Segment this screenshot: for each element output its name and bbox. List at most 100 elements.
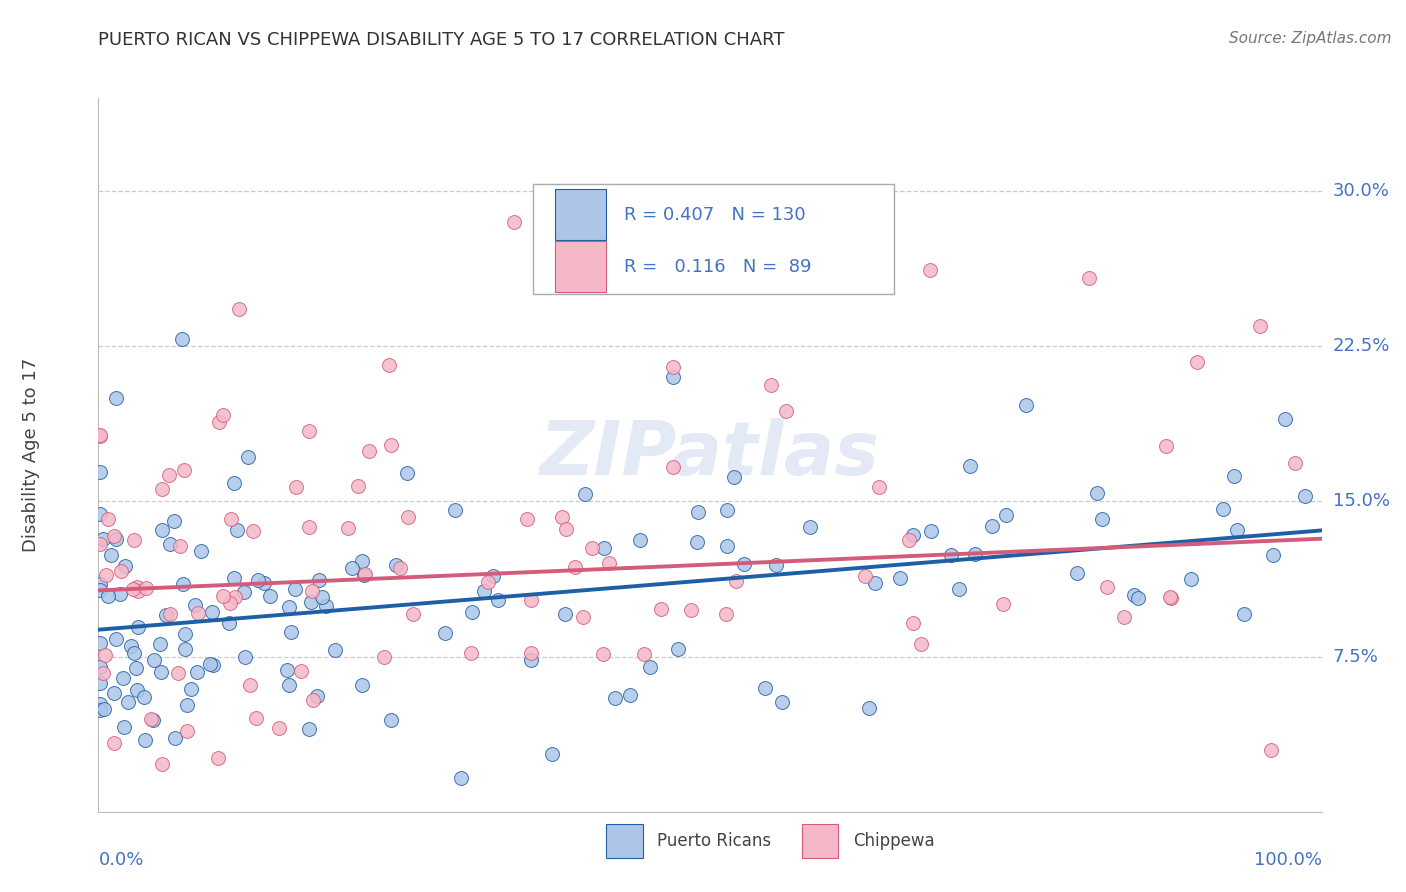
Text: R = 0.407   N = 130: R = 0.407 N = 130 xyxy=(624,206,806,224)
Point xyxy=(516,512,538,526)
Point xyxy=(460,646,482,660)
Point xyxy=(201,605,224,619)
Point xyxy=(1226,523,1249,537)
Point xyxy=(166,665,188,680)
Point xyxy=(723,470,745,484)
Point xyxy=(159,607,181,621)
Point xyxy=(97,512,120,526)
Point xyxy=(117,695,139,709)
Point xyxy=(108,587,131,601)
Point xyxy=(114,558,136,573)
Point xyxy=(135,582,157,596)
Point xyxy=(224,571,246,585)
Point xyxy=(239,678,262,692)
Point xyxy=(89,582,111,597)
Point xyxy=(340,560,363,574)
Point xyxy=(754,681,776,695)
Point xyxy=(1159,590,1181,604)
Point xyxy=(122,533,145,547)
Point xyxy=(346,479,368,493)
Point xyxy=(920,524,942,538)
Point xyxy=(89,576,111,591)
Text: Source: ZipAtlas.com: Source: ZipAtlas.com xyxy=(1229,31,1392,46)
Point xyxy=(1015,398,1038,412)
Point xyxy=(225,523,247,537)
Point xyxy=(278,678,301,692)
Point xyxy=(1180,572,1202,586)
Text: 22.5%: 22.5% xyxy=(1333,337,1391,355)
Text: 15.0%: 15.0% xyxy=(1333,492,1389,510)
Point xyxy=(581,541,603,556)
Point xyxy=(89,675,111,690)
Point xyxy=(1185,355,1208,369)
Point xyxy=(716,539,738,553)
Point xyxy=(201,657,224,672)
Point xyxy=(233,649,256,664)
Point xyxy=(91,666,114,681)
Point xyxy=(93,702,115,716)
Point xyxy=(628,533,651,547)
Point xyxy=(395,466,418,480)
Point xyxy=(1078,271,1101,285)
Point xyxy=(280,624,302,639)
Point xyxy=(1294,489,1316,503)
Point xyxy=(551,510,574,524)
Text: Chippewa: Chippewa xyxy=(853,832,935,850)
Point xyxy=(120,639,142,653)
Point xyxy=(104,632,127,647)
Point xyxy=(103,736,125,750)
Point xyxy=(650,601,672,615)
Point xyxy=(450,771,472,785)
Point xyxy=(127,620,149,634)
Point xyxy=(298,723,321,737)
Point xyxy=(845,277,868,292)
Point xyxy=(1232,607,1254,621)
Point xyxy=(245,711,267,725)
Point xyxy=(91,533,114,547)
Point xyxy=(619,688,641,702)
Point xyxy=(94,568,117,582)
Point xyxy=(149,637,172,651)
Point xyxy=(1095,580,1118,594)
Point xyxy=(540,747,562,762)
Point xyxy=(301,584,323,599)
Text: PUERTO RICAN VS CHIPPEWA DISABILITY AGE 5 TO 17 CORRELATION CHART: PUERTO RICAN VS CHIPPEWA DISABILITY AGE … xyxy=(98,31,785,49)
Text: 7.5%: 7.5% xyxy=(1333,648,1379,665)
Point xyxy=(1260,742,1282,756)
Point xyxy=(380,713,402,727)
Point xyxy=(150,757,173,772)
Point xyxy=(174,627,197,641)
Point xyxy=(198,657,221,672)
Point xyxy=(284,480,307,494)
Point xyxy=(219,596,242,610)
Point xyxy=(434,626,457,640)
Point xyxy=(472,583,495,598)
Point xyxy=(176,698,198,712)
Point xyxy=(799,519,821,533)
Point xyxy=(112,720,135,734)
Point xyxy=(1122,588,1144,602)
Point xyxy=(259,589,281,603)
Text: Disability Age 5 to 17: Disability Age 5 to 17 xyxy=(22,358,41,552)
Point xyxy=(121,582,143,596)
Point xyxy=(605,691,627,706)
Point xyxy=(89,428,111,442)
Point xyxy=(104,392,127,406)
Point xyxy=(389,561,412,575)
Point xyxy=(173,463,195,477)
Point xyxy=(593,541,616,555)
Text: 100.0%: 100.0% xyxy=(1254,851,1322,869)
Point xyxy=(1284,456,1306,470)
Point xyxy=(477,575,499,590)
Point xyxy=(224,590,246,604)
Point xyxy=(207,751,229,765)
Point xyxy=(103,686,125,700)
Point xyxy=(1222,469,1244,483)
Point xyxy=(948,582,970,596)
Point xyxy=(105,532,128,546)
Point xyxy=(276,664,298,678)
Point xyxy=(176,724,198,739)
Point xyxy=(242,524,264,538)
Point xyxy=(903,616,925,631)
Point xyxy=(155,607,177,622)
